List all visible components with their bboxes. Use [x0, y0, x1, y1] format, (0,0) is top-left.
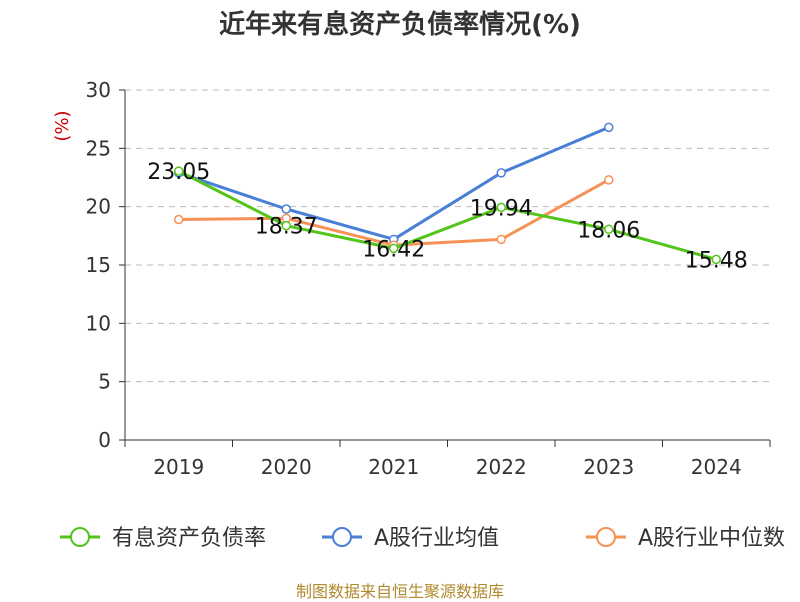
data-label-2023: 18.06 — [577, 218, 640, 243]
data-point-s0-2022 — [496, 202, 506, 213]
legend-label-1: A股行业均值 — [374, 526, 499, 551]
data-point-s1-2023 — [604, 122, 614, 133]
data-point-s2-2019 — [174, 214, 184, 225]
y-tick-label-5: 5 — [98, 370, 111, 394]
x-tick-label-2024: 2024 — [691, 455, 742, 479]
legend-marker-2 — [596, 527, 616, 547]
x-tick-label-2021: 2021 — [368, 455, 419, 479]
y-tick-label-15: 15 — [86, 253, 111, 277]
legend-marker-0 — [70, 527, 90, 547]
data-point-s2-2023 — [604, 175, 614, 185]
data-label-2022: 19.94 — [470, 196, 533, 221]
data-point-s1-2020 — [281, 204, 291, 214]
legend-label-0: 有息资产负债率 — [112, 526, 266, 551]
data-point-s0-2023 — [604, 224, 614, 235]
data-label-2020: 18.37 — [255, 215, 318, 240]
y-axis-unit-label: (%) — [52, 110, 73, 141]
x-tick-label-2020: 2020 — [261, 455, 312, 479]
legend-label-2: A股行业中位数 — [638, 526, 785, 551]
x-tick-label-2023: 2023 — [583, 455, 634, 479]
data-point-s0-2021 — [389, 243, 399, 254]
x-tick-label-2022: 2022 — [476, 455, 527, 479]
y-tick-label-20: 20 — [86, 195, 111, 219]
y-tick-label-25: 25 — [86, 136, 111, 160]
data-label-2019: 23.05 — [147, 160, 210, 185]
data-point-s1-2022 — [496, 168, 506, 178]
series-line-0 — [178, 169, 717, 261]
x-tick-label-2019: 2019 — [153, 455, 204, 479]
y-tick-label-10: 10 — [86, 311, 111, 335]
data-point-s2-2022 — [496, 234, 506, 245]
data-point-s0-2024 — [711, 254, 721, 265]
chart-title: 近年来有息资产负债率情况(%) — [219, 10, 581, 40]
legend-marker-1 — [332, 527, 352, 547]
series-line-1 — [178, 125, 610, 241]
data-point-s0-2019 — [174, 166, 184, 176]
data-label-2024: 15.48 — [685, 248, 748, 273]
source-note: 制图数据来自恒生聚源数据库 — [295, 582, 504, 601]
y-tick-label-0: 0 — [98, 428, 111, 452]
data-point-s0-2020 — [281, 220, 291, 231]
data-label-2021: 16.42 — [362, 237, 425, 262]
y-tick-label-30: 30 — [86, 78, 111, 102]
